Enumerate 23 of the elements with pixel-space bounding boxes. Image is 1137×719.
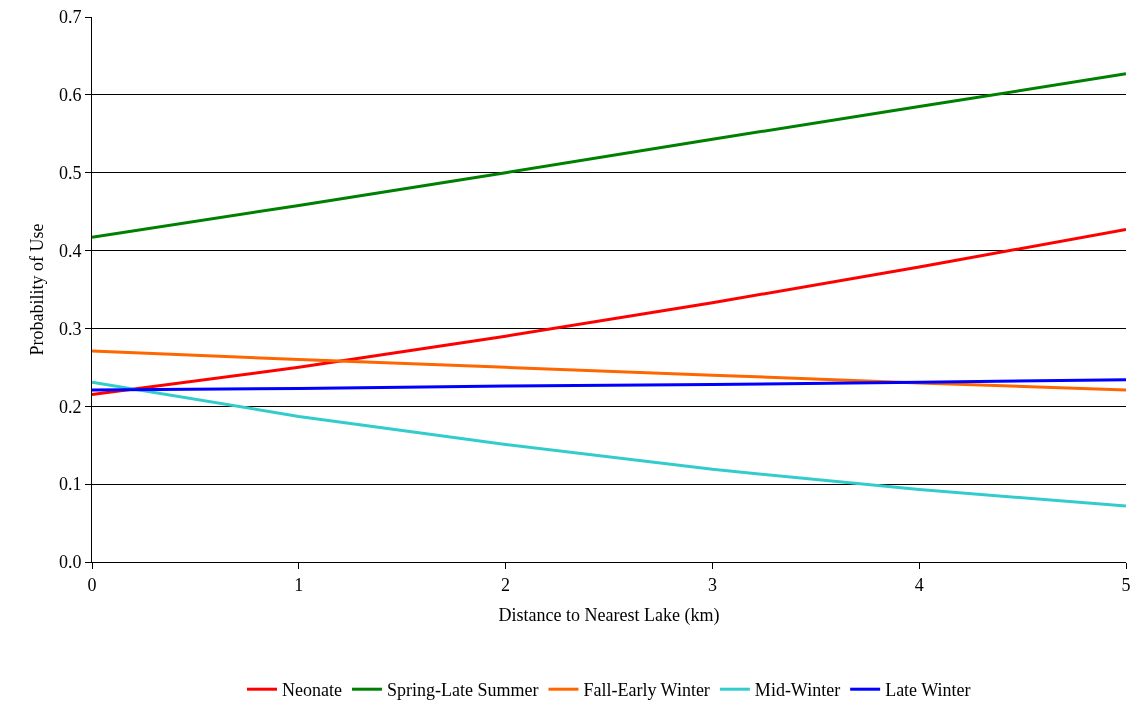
legend-label: Mid-Winter: [754, 680, 841, 701]
x-tick-label: 3: [707, 574, 717, 595]
y-tick-label: 0.5: [58, 163, 82, 184]
legend-label: Spring-Late Summer: [386, 680, 539, 701]
line-series: [92, 349, 1126, 392]
line-series: [92, 378, 1126, 392]
x-tick-label: 2: [501, 574, 511, 595]
y-tick-label: 0.2: [58, 396, 82, 417]
x-axis-title: Distance to Nearest Lake (km): [498, 604, 720, 626]
x-tick-label: 1: [294, 574, 304, 595]
y-axis-title: Probability of Use: [27, 223, 48, 356]
x-tick-label: 5: [1121, 574, 1131, 595]
legend-label: Late Winter: [885, 680, 971, 701]
y-tick-label: 0.3: [58, 318, 82, 339]
y-tick-label: 0.4: [58, 240, 82, 261]
y-tick-label: 0.6: [58, 85, 82, 106]
y-tick-label: 0.7: [58, 7, 82, 28]
x-tick-label: 0: [87, 574, 97, 595]
x-tick-label: 4: [914, 574, 924, 595]
y-tick-label: 0.1: [58, 474, 82, 495]
y-tick-label: 0.0: [58, 552, 82, 573]
legend-label: Fall-Early Winter: [583, 680, 710, 701]
legend-label: Neonate: [282, 680, 342, 701]
